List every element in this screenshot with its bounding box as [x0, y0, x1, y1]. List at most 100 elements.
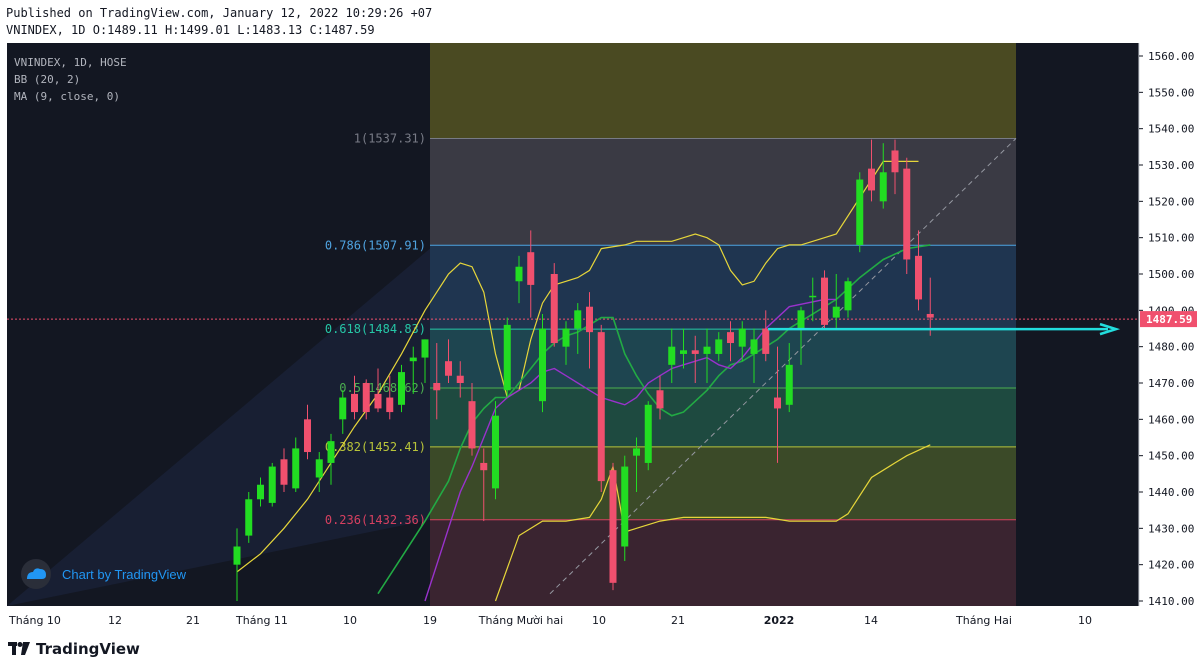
candle[interactable] — [926, 277, 934, 336]
candle[interactable] — [774, 346, 781, 463]
candle[interactable] — [762, 310, 770, 362]
candle[interactable] — [562, 321, 570, 365]
candle[interactable] — [421, 339, 429, 384]
candle[interactable] — [409, 346, 417, 394]
candle[interactable] — [362, 379, 370, 420]
y-tick-label: 1410.00 — [1148, 595, 1194, 608]
candle-body — [656, 390, 664, 409]
fib-label: 0.382(1452.41) — [325, 440, 426, 454]
candle[interactable] — [703, 328, 711, 384]
candle-body — [738, 328, 746, 347]
candle[interactable] — [386, 375, 394, 420]
candle[interactable] — [245, 492, 253, 543]
fib-zone — [430, 388, 1016, 447]
candle-body — [774, 397, 781, 409]
candle-body — [409, 357, 417, 362]
candle[interactable] — [832, 274, 840, 329]
legend: VNINDEX, 1D, HOSE BB (20, 2) MA (9, clos… — [14, 56, 127, 103]
fib-zones — [7, 43, 1016, 607]
x-tick-label: 10 — [1078, 614, 1092, 627]
candle[interactable] — [844, 277, 852, 318]
candle[interactable] — [668, 328, 676, 384]
candle[interactable] — [503, 317, 511, 398]
candle[interactable] — [797, 306, 805, 365]
candle-body — [727, 332, 734, 344]
tradingview-logo-icon — [8, 642, 30, 655]
candle[interactable] — [315, 452, 323, 493]
candle[interactable] — [633, 437, 640, 493]
x-tick-label: 10 — [592, 614, 606, 627]
bb-upper-line — [236, 160, 919, 573]
candle[interactable] — [257, 477, 264, 507]
y-tick-label: 1450.00 — [1148, 450, 1194, 463]
candle-body — [562, 328, 570, 347]
candle[interactable] — [468, 383, 476, 456]
candle[interactable] — [691, 335, 699, 384]
watermark-cloud-icon — [27, 568, 46, 579]
candle[interactable] — [856, 172, 864, 253]
candle[interactable] — [327, 433, 335, 485]
candle[interactable] — [821, 270, 828, 329]
candle[interactable] — [809, 277, 817, 322]
candle[interactable] — [268, 462, 276, 507]
x-tick-label: Tháng Hai — [955, 614, 1012, 627]
candle[interactable] — [915, 230, 922, 311]
bb-lower-line — [494, 444, 931, 602]
candle[interactable] — [304, 404, 311, 460]
y-tick-label: 1520.00 — [1148, 195, 1194, 208]
close-value: C:1487.59 — [309, 23, 375, 37]
candle[interactable] — [644, 401, 652, 471]
candle[interactable] — [292, 437, 300, 493]
x-tick-label: 19 — [423, 614, 437, 627]
candle[interactable] — [586, 292, 593, 369]
candle[interactable] — [680, 328, 687, 369]
candle[interactable] — [750, 328, 758, 384]
candle[interactable] — [727, 321, 734, 362]
candle[interactable] — [621, 455, 629, 562]
candle-body — [574, 310, 582, 329]
candle[interactable] — [515, 255, 523, 304]
candle[interactable] — [609, 462, 617, 591]
candle[interactable] — [480, 448, 488, 522]
candle[interactable] — [445, 339, 452, 384]
candle[interactable] — [597, 324, 605, 493]
legend-ma: MA (9, close, 0) — [14, 90, 120, 103]
candle-body — [398, 372, 405, 405]
y-tick-label: 1500.00 — [1148, 268, 1194, 281]
bb-basis-line — [377, 244, 931, 595]
candle[interactable] — [456, 361, 464, 398]
candle[interactable] — [374, 368, 382, 413]
x-tick-label: Tháng 10 — [8, 614, 61, 627]
candle[interactable] — [539, 313, 546, 413]
candle[interactable] — [550, 263, 558, 347]
candle[interactable] — [656, 375, 664, 420]
candle[interactable] — [574, 303, 582, 354]
candle[interactable] — [527, 230, 535, 318]
time-axis-background — [7, 606, 1139, 632]
candle[interactable] — [785, 343, 793, 413]
candle-body — [915, 255, 922, 300]
x-tick-label: 12 — [108, 614, 122, 627]
overlays — [768, 322, 1121, 336]
candle[interactable] — [492, 401, 499, 500]
candle[interactable] — [879, 143, 887, 209]
candle[interactable] — [891, 139, 899, 195]
y-tick-label: 1440.00 — [1148, 486, 1194, 499]
y-tick-label: 1510.00 — [1148, 232, 1194, 245]
candle[interactable] — [715, 332, 723, 362]
candle[interactable] — [868, 139, 875, 202]
candle-body — [797, 310, 805, 329]
candle[interactable] — [233, 528, 241, 601]
candle[interactable] — [433, 343, 441, 420]
candle[interactable] — [398, 364, 405, 413]
candle-body — [868, 168, 875, 191]
high-value: H:1499.01 — [164, 23, 231, 37]
candle[interactable] — [280, 448, 288, 493]
candle[interactable] — [339, 390, 347, 434]
candle[interactable] — [903, 157, 911, 275]
candle-body — [292, 448, 300, 489]
candle[interactable] — [351, 375, 358, 420]
candle-body — [339, 397, 347, 420]
candle[interactable] — [738, 321, 746, 362]
